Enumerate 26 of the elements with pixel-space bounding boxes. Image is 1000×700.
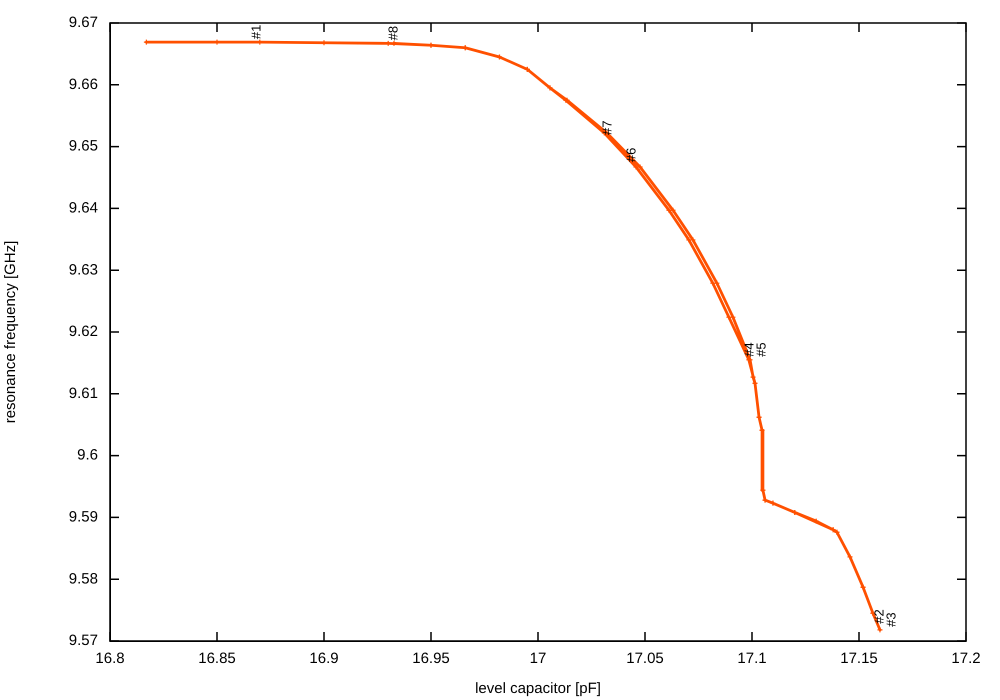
y-tick-label: 9.58: [68, 570, 98, 588]
x-tick-label: 17: [530, 650, 546, 668]
y-tick-label: 9.59: [68, 508, 98, 526]
x-axis-title: level capacitor [pF]: [475, 680, 601, 698]
y-tick-label: 9.57: [68, 632, 98, 650]
x-tick-label: 16.9: [309, 650, 339, 668]
annotation: #8: [386, 26, 401, 40]
y-tick-label: 9.61: [68, 384, 98, 402]
y-tick-label: 9.6: [77, 446, 98, 464]
x-tick-label: 17.05: [626, 650, 664, 668]
y-tick-label: 9.63: [68, 261, 98, 278]
x-tick-label: 16.85: [198, 650, 236, 668]
y-tick-label: 9.65: [68, 138, 98, 155]
annotation: #6: [624, 148, 639, 162]
y-axis-title: resonance frequency [GHz]: [2, 240, 20, 424]
x-tick-label: 17.2: [951, 650, 981, 668]
x-tick-label: 17.1: [737, 650, 767, 668]
x-tick-label: 16.95: [412, 650, 450, 668]
y-tick-label: 9.67: [68, 14, 98, 32]
x-tick-label: 16.8: [95, 650, 125, 668]
y-tick-label: 9.66: [68, 76, 98, 93]
annotation: #7: [600, 120, 615, 135]
y-tick-label: 9.64: [68, 200, 98, 217]
x-tick-label: 17.15: [840, 650, 878, 668]
y-tick-label: 9.62: [68, 323, 98, 340]
annotation: #1: [248, 24, 264, 40]
